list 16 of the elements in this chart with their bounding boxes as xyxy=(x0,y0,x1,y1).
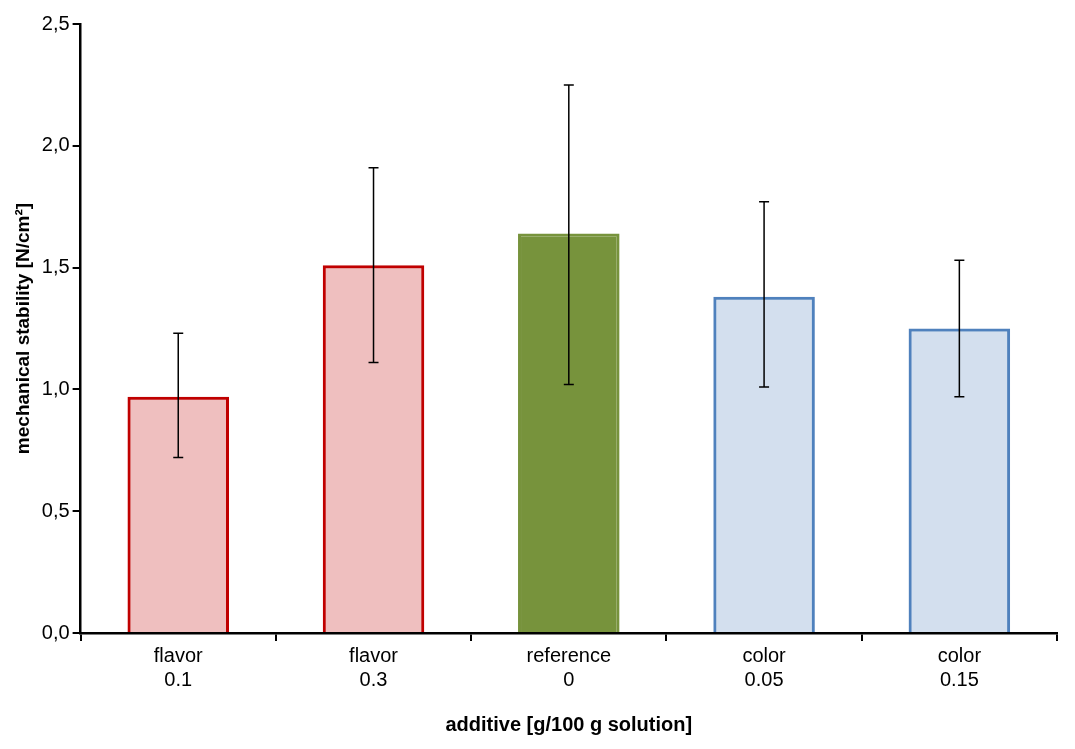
y-tick-label: 1,0 xyxy=(41,376,70,399)
x-tick-label: flavor 0.1 xyxy=(153,643,204,690)
y-tick-label: 0,5 xyxy=(41,498,70,521)
bar xyxy=(127,396,230,632)
bar xyxy=(908,328,1011,632)
x-tick-label: color 0.05 xyxy=(742,643,787,690)
x-tick-label: reference 0 xyxy=(526,643,612,690)
x-axis-title: additive [g/100 g solution] xyxy=(445,712,693,735)
y-axis-title: mechanical stability [N/cm²] xyxy=(11,202,33,455)
y-tick-label: 2,5 xyxy=(41,11,70,34)
y-tick-label: 0,0 xyxy=(41,620,70,643)
bar xyxy=(322,265,425,632)
x-tick-label: color 0.15 xyxy=(937,643,982,690)
x-tick-label: flavor 0.3 xyxy=(349,643,399,690)
y-tick-label: 1,5 xyxy=(41,255,70,278)
y-tick-label: 2,0 xyxy=(41,133,70,156)
